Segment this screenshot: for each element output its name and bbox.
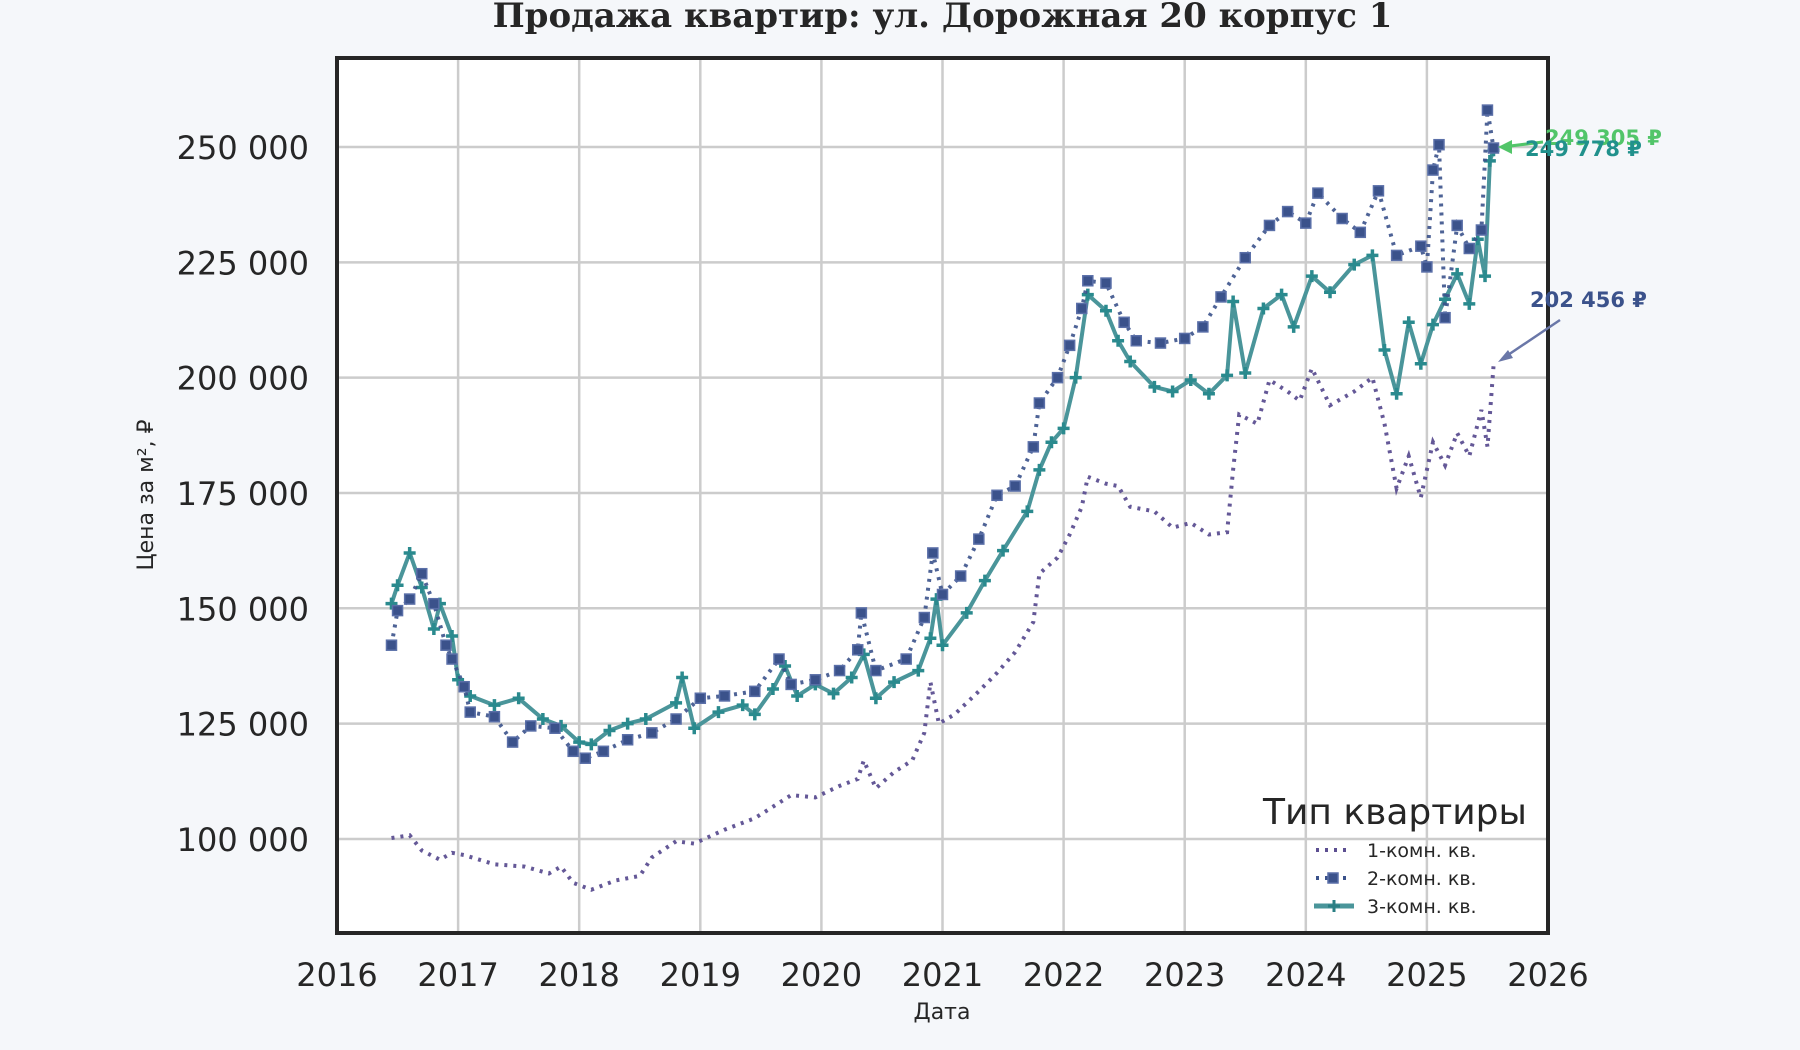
legend-label-1room: 1-комн. кв. [1367,840,1477,862]
legend-label-3room: 3-комн. кв. [1367,896,1477,918]
x-tick-label: 2025 [1386,956,1467,994]
legend-label-2room: 2-комн. кв. [1367,868,1477,890]
series-1room [391,363,1496,892]
x-tick-label: 2022 [1023,956,1104,994]
y-axis-label: Цена за м², ₽ [134,419,159,570]
chart-title: Продажа квартир: ул. Дорожная 20 корпус … [492,0,1393,36]
y-tick-label: 125 000 [177,706,309,744]
legend-item-3room: 3-комн. кв. [1314,896,1477,918]
x-tick-label: 2024 [1265,956,1346,994]
square-marker-icon [1327,872,1339,884]
y-tick-label: 250 000 [177,129,309,167]
annotation-1room: 202 456 ₽ [1530,288,1647,312]
y-axis-ticks: 100 000 125 000 150 000 175 000 200 000 225 0… [177,129,309,859]
annotation-3room: 249 305 ₽ [1545,126,1662,150]
x-tick-label: 2020 [781,956,862,994]
x-tick-label: 2017 [417,956,498,994]
x-tick-label: 2018 [538,956,619,994]
legend-item-1room: 1-комн. кв. [1316,840,1477,862]
y-tick-label: 150 000 [177,590,309,628]
legend-item-2room: 2-комн. кв. [1316,868,1477,890]
legend-title: Тип квартиры [1262,792,1527,833]
series-layer [385,104,1500,892]
arrowhead-icon [1498,140,1512,154]
y-tick-label: 175 000 [177,475,309,513]
arrow-icon [1501,318,1561,361]
x-tick-label: 2021 [902,956,983,994]
grid-lines [337,58,1548,933]
legend: Тип квартиры 1-комн. кв. 2-комн. кв. 3-к… [1262,792,1527,918]
annotations: 249 305 ₽ 249 778 ₽ 202 456 ₽ [1498,126,1662,362]
plot-frame [335,56,1550,935]
x-tick-label: 2026 [1507,956,1588,994]
series-3room [385,144,1500,751]
series-2room [385,104,1500,764]
y-tick-label: 225 000 [177,244,309,282]
x-tick-label: 2019 [660,956,741,994]
plus-marker-icon [1328,900,1340,912]
x-tick-label: 2023 [1144,956,1225,994]
arrowhead-icon [1498,350,1513,362]
annotation-2room: 249 778 ₽ [1525,137,1642,161]
y-tick-label: 200 000 [177,360,309,398]
x-axis-ticks: 2016 2017 2018 2019 2020 2021 2022 2023 2024 2025… [296,956,1588,994]
y-tick-label: 100 000 [177,821,309,859]
x-axis-label: Дата [914,1000,971,1025]
x-tick-label: 2016 [296,956,377,994]
